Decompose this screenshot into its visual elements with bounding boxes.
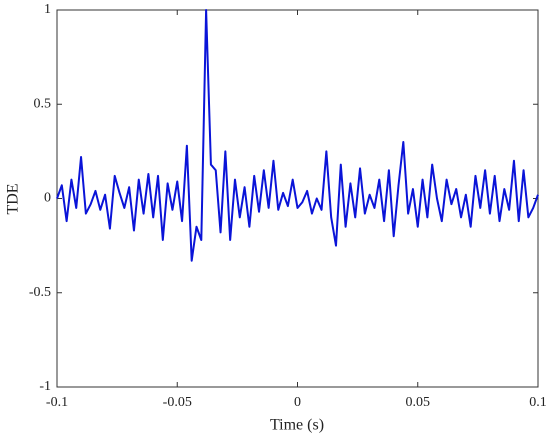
x-tick-label: -0.1 xyxy=(46,395,68,410)
x-tick-label: -0.05 xyxy=(163,395,192,410)
x-tick-label: 0.05 xyxy=(406,395,431,410)
y-axis-label: TDE xyxy=(5,183,22,214)
x-tick-label: 0 xyxy=(294,395,301,410)
y-tick-label: 0.5 xyxy=(34,96,52,111)
x-axis-label: Time (s) xyxy=(270,417,324,434)
y-tick-label: -0.5 xyxy=(29,285,51,300)
y-tick-label: 1 xyxy=(44,2,51,17)
y-tick-label: -1 xyxy=(39,379,51,394)
x-tick-label: 0.1 xyxy=(529,395,547,410)
data-line xyxy=(56,9,539,262)
y-tick-label: 0 xyxy=(44,191,51,206)
